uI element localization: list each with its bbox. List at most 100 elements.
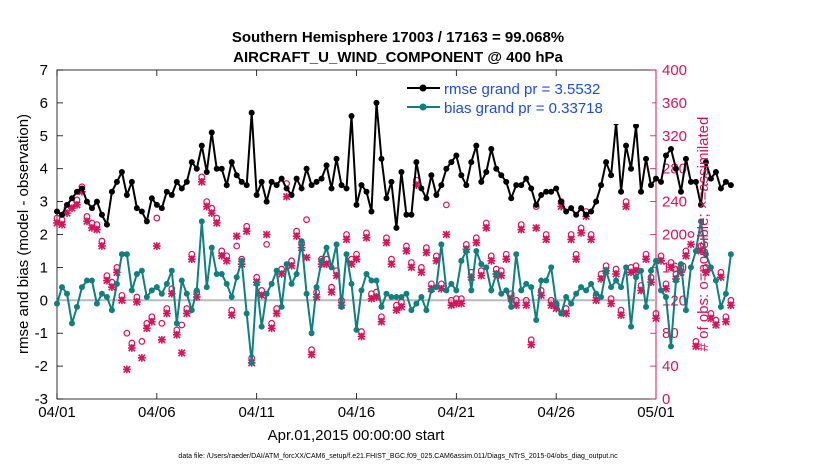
rmse-point	[513, 182, 520, 189]
bias-point	[54, 300, 60, 307]
rmse-point	[543, 188, 550, 195]
rmse-point	[508, 195, 515, 202]
rmse-point	[697, 201, 704, 208]
bias-point	[578, 284, 585, 291]
legend-box	[404, 76, 652, 124]
rmse-point	[403, 211, 410, 218]
bias-point	[538, 277, 545, 284]
obs-assimilated-point	[98, 242, 106, 250]
bias-point	[333, 241, 340, 248]
rmse-point	[93, 198, 100, 205]
rmse-point	[78, 185, 85, 192]
rmse-point	[628, 165, 635, 172]
bias-point	[448, 280, 455, 287]
bias-point	[553, 300, 560, 307]
rmse-point	[263, 198, 270, 205]
bias-point	[488, 287, 495, 294]
rmse-point	[498, 172, 505, 179]
bias-point	[583, 287, 590, 294]
rmse-point	[553, 185, 560, 192]
rmse-point	[183, 178, 190, 185]
rmse-point	[58, 211, 65, 218]
rmse-point	[303, 165, 310, 172]
obs-possible-point	[138, 338, 146, 345]
rmse-point	[717, 185, 724, 192]
rmse-point	[408, 211, 415, 218]
obs-assimilated-point	[562, 309, 570, 318]
obs-assimilated-point	[522, 301, 531, 310]
rmse-point	[308, 182, 315, 189]
rmse-point	[438, 182, 445, 189]
obs-assimilated-point	[407, 263, 416, 272]
bias-point	[293, 270, 300, 277]
rmse-point	[643, 155, 650, 162]
bias-point	[108, 307, 115, 314]
rmse-point	[393, 224, 400, 231]
rmse-point	[358, 182, 365, 189]
obs-assimilated-point	[712, 321, 720, 329]
obs-assimilated-point	[128, 344, 136, 352]
bias-point	[218, 270, 225, 277]
bias-point	[508, 303, 515, 310]
rmse-point	[503, 178, 510, 185]
obs-assimilated-point	[217, 252, 226, 260]
bias-point	[103, 294, 110, 301]
rmse-point	[687, 178, 694, 185]
obs-assimilated-point	[572, 255, 580, 264]
bias-point	[672, 277, 679, 284]
obs-assimilated-point	[687, 240, 695, 249]
obs-assimilated-point	[242, 227, 251, 236]
bias-point	[223, 280, 230, 287]
rmse-point	[608, 172, 615, 179]
bias-point	[468, 287, 475, 294]
legend-rmse-marker	[419, 84, 427, 92]
rmse-point	[243, 182, 250, 189]
rmse-point	[428, 172, 435, 179]
obs-assimilated-point	[532, 224, 541, 232]
bias-point	[283, 261, 290, 268]
bias-point	[73, 303, 80, 310]
bias-point	[403, 290, 410, 297]
bias-point	[702, 251, 709, 258]
bias-point	[183, 290, 190, 297]
rmse-point	[378, 155, 385, 162]
y-left-tick-label: 2	[40, 227, 48, 244]
obs-assimilated-point	[692, 342, 700, 351]
bias-point	[368, 277, 375, 284]
bias-point	[158, 290, 165, 297]
rmse-point	[248, 109, 255, 116]
obs-assimilated-point	[327, 288, 336, 296]
obs-assimilated-point	[73, 201, 81, 209]
obs-assimilated-point	[307, 350, 316, 359]
bias-point	[727, 251, 734, 258]
rmse-point	[143, 218, 150, 225]
bias-point	[692, 247, 699, 254]
bias-point	[63, 290, 70, 297]
rmse-point	[233, 172, 240, 179]
rmse-point	[208, 129, 215, 136]
bias-point	[717, 303, 724, 310]
obs-assimilated-point	[377, 317, 386, 326]
bias-point	[618, 284, 625, 291]
rmse-series-markers	[54, 99, 734, 231]
bias-point	[138, 267, 145, 274]
bias-point	[308, 330, 315, 337]
bias-point	[677, 261, 684, 268]
obs-assimilated-point	[362, 233, 371, 242]
rmse-point	[163, 188, 170, 195]
obs-assimilated-point	[222, 256, 231, 265]
rmse-point	[593, 198, 600, 205]
rmse-point	[583, 211, 590, 218]
y-right-tick-label: 40	[662, 358, 679, 375]
bias-point	[503, 287, 510, 294]
bias-point	[518, 287, 525, 294]
bias-point	[697, 218, 704, 225]
rmse-point	[238, 178, 245, 185]
rmse-point	[453, 152, 460, 159]
bias-point	[388, 294, 395, 301]
bias-point	[238, 257, 245, 264]
bias-point	[248, 359, 255, 366]
bias-point	[353, 326, 360, 333]
rmse-point	[73, 188, 80, 195]
rmse-point	[253, 192, 260, 199]
